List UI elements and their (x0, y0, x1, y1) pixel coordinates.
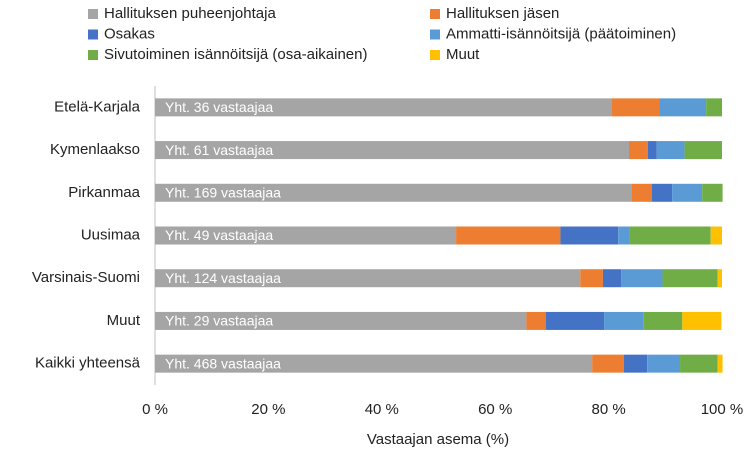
bar-segment (631, 183, 652, 202)
legend-swatch (430, 29, 440, 40)
bar-label: Yht. 36 vastaajaa (165, 99, 273, 115)
bar-segment (651, 183, 673, 202)
x-tick-label: 20 % (251, 401, 285, 418)
x-tick-label: 100 % (701, 401, 744, 418)
x-tick-label: 40 % (365, 401, 399, 418)
bar-label: Yht. 49 vastaajaa (165, 227, 273, 243)
bar-segment (155, 354, 593, 373)
y-tick-label: Pirkanmaa (68, 184, 140, 201)
legend-swatch (430, 50, 440, 60)
bar-segment (155, 269, 581, 288)
bar-segment (662, 269, 718, 288)
bar-segment (680, 354, 718, 373)
bar-segment (155, 311, 527, 330)
x-tick-label: 0 % (142, 401, 168, 418)
bar-segment (580, 269, 603, 288)
bar-segment (155, 226, 457, 245)
x-tick-label: 80 % (591, 401, 625, 418)
y-tick-label: Varsinais-Suomi (32, 269, 140, 286)
bar-segment (647, 354, 681, 373)
legend-label: Osakas (104, 25, 155, 42)
bar-segment (612, 98, 660, 117)
bar-segment (684, 141, 722, 160)
bar-segment (682, 311, 722, 330)
bar-segment (560, 226, 619, 245)
bar-segment (702, 183, 723, 202)
bar-segment (155, 141, 630, 160)
legend-swatch (88, 50, 98, 60)
bar-label: Yht. 29 vastaajaa (165, 313, 273, 329)
y-tick-label: Uusimaa (81, 226, 141, 243)
bar-label: Yht. 468 vastaajaa (165, 355, 281, 371)
bar-segment (629, 226, 711, 245)
legend-swatch (430, 9, 440, 19)
legend-label: Ammatti-isännöitsijä (päätoiminen) (446, 25, 676, 42)
bar-segment (155, 183, 632, 202)
bar-segment (623, 354, 648, 373)
bar-segment (647, 141, 657, 160)
bar-segment (526, 311, 546, 330)
bar-label: Yht. 61 vastaajaa (165, 142, 273, 158)
legend-swatch (88, 29, 98, 40)
x-tick-label: 60 % (478, 401, 512, 418)
x-axis-label: Vastaajan asema (%) (367, 431, 509, 448)
bar-segment (604, 311, 644, 330)
bar-segment (672, 183, 703, 202)
bar-segment (710, 226, 722, 245)
legend-label: Hallituksen jäsen (446, 5, 559, 22)
bar-segment (602, 269, 622, 288)
bar-segment (643, 311, 683, 330)
bar-segment (621, 269, 663, 288)
y-tick-label: Etelä-Karjala (54, 98, 141, 115)
bar-segment (456, 226, 561, 245)
bar-segment (618, 226, 630, 245)
y-tick-label: Kymenlaakso (50, 141, 140, 158)
bar-segment (717, 354, 723, 373)
bar-segment (155, 98, 613, 117)
legend-swatch (88, 9, 98, 19)
y-tick-label: Kaikki yhteensä (35, 355, 141, 372)
bar-segment (706, 98, 722, 117)
legend-label: Muut (446, 46, 480, 63)
bar-segment (545, 311, 605, 330)
bar-segment (592, 354, 624, 373)
y-tick-label: Muut (107, 312, 141, 329)
bar-segment (656, 141, 685, 160)
bar-segment (629, 141, 648, 160)
legend-label: Sivutoiminen isännöitsijä (osa-aikainen) (104, 46, 367, 63)
bar-label: Yht. 169 vastaajaa (165, 184, 281, 200)
bar-segment (717, 269, 722, 288)
bar-segment (659, 98, 707, 117)
bar-label: Yht. 124 vastaajaa (165, 270, 281, 286)
legend-label: Hallituksen puheenjohtaja (104, 5, 276, 22)
